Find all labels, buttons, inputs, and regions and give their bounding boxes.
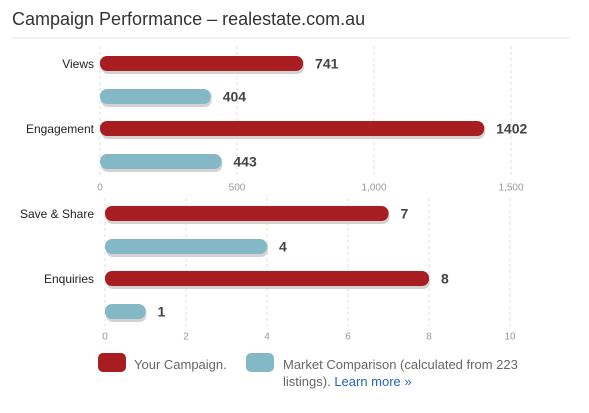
value-label: 404 <box>223 89 247 105</box>
value-label: 1 <box>158 304 166 320</box>
x-tick-label: 1,000 <box>361 183 386 194</box>
legend-swatch <box>98 353 126 372</box>
value-label: 8 <box>441 271 449 287</box>
bar <box>100 89 211 104</box>
value-label: 7 <box>401 206 409 222</box>
value-label: 741 <box>315 56 339 72</box>
x-tick-label: 0 <box>97 183 103 194</box>
legend-swatch <box>246 353 274 372</box>
x-tick-label: 4 <box>264 332 270 343</box>
bar <box>105 239 267 254</box>
x-tick-label: 1,500 <box>498 183 523 194</box>
bar <box>105 271 429 286</box>
bar <box>105 304 146 319</box>
x-tick-label: 6 <box>345 332 351 343</box>
value-label: 443 <box>233 154 257 170</box>
value-label: 1402 <box>496 121 527 137</box>
x-tick-label: 500 <box>229 183 246 194</box>
x-tick-label: 10 <box>504 332 516 343</box>
category-label: Views <box>62 57 94 71</box>
value-label: 4 <box>279 239 287 255</box>
bar <box>100 121 485 136</box>
page-title: Campaign Performance – realestate.com.au <box>12 9 365 29</box>
category-label: Enquiries <box>44 272 94 286</box>
category-label: Save & Share <box>20 207 94 221</box>
legend-entry: Market Comparison (calculated from 223 l… <box>283 356 533 390</box>
bar <box>105 206 389 221</box>
x-tick-label: 8 <box>426 332 432 343</box>
x-tick-label: 2 <box>183 332 189 343</box>
bar <box>100 56 304 71</box>
bar <box>100 154 222 169</box>
legend-label: Market Comparison (calculated from 223 l… <box>283 357 518 389</box>
legend-label: Your Campaign. <box>134 357 227 372</box>
category-label: Engagement <box>26 122 95 136</box>
x-tick-label: 0 <box>102 332 108 343</box>
learn-more-link[interactable]: Learn more » <box>334 374 412 389</box>
